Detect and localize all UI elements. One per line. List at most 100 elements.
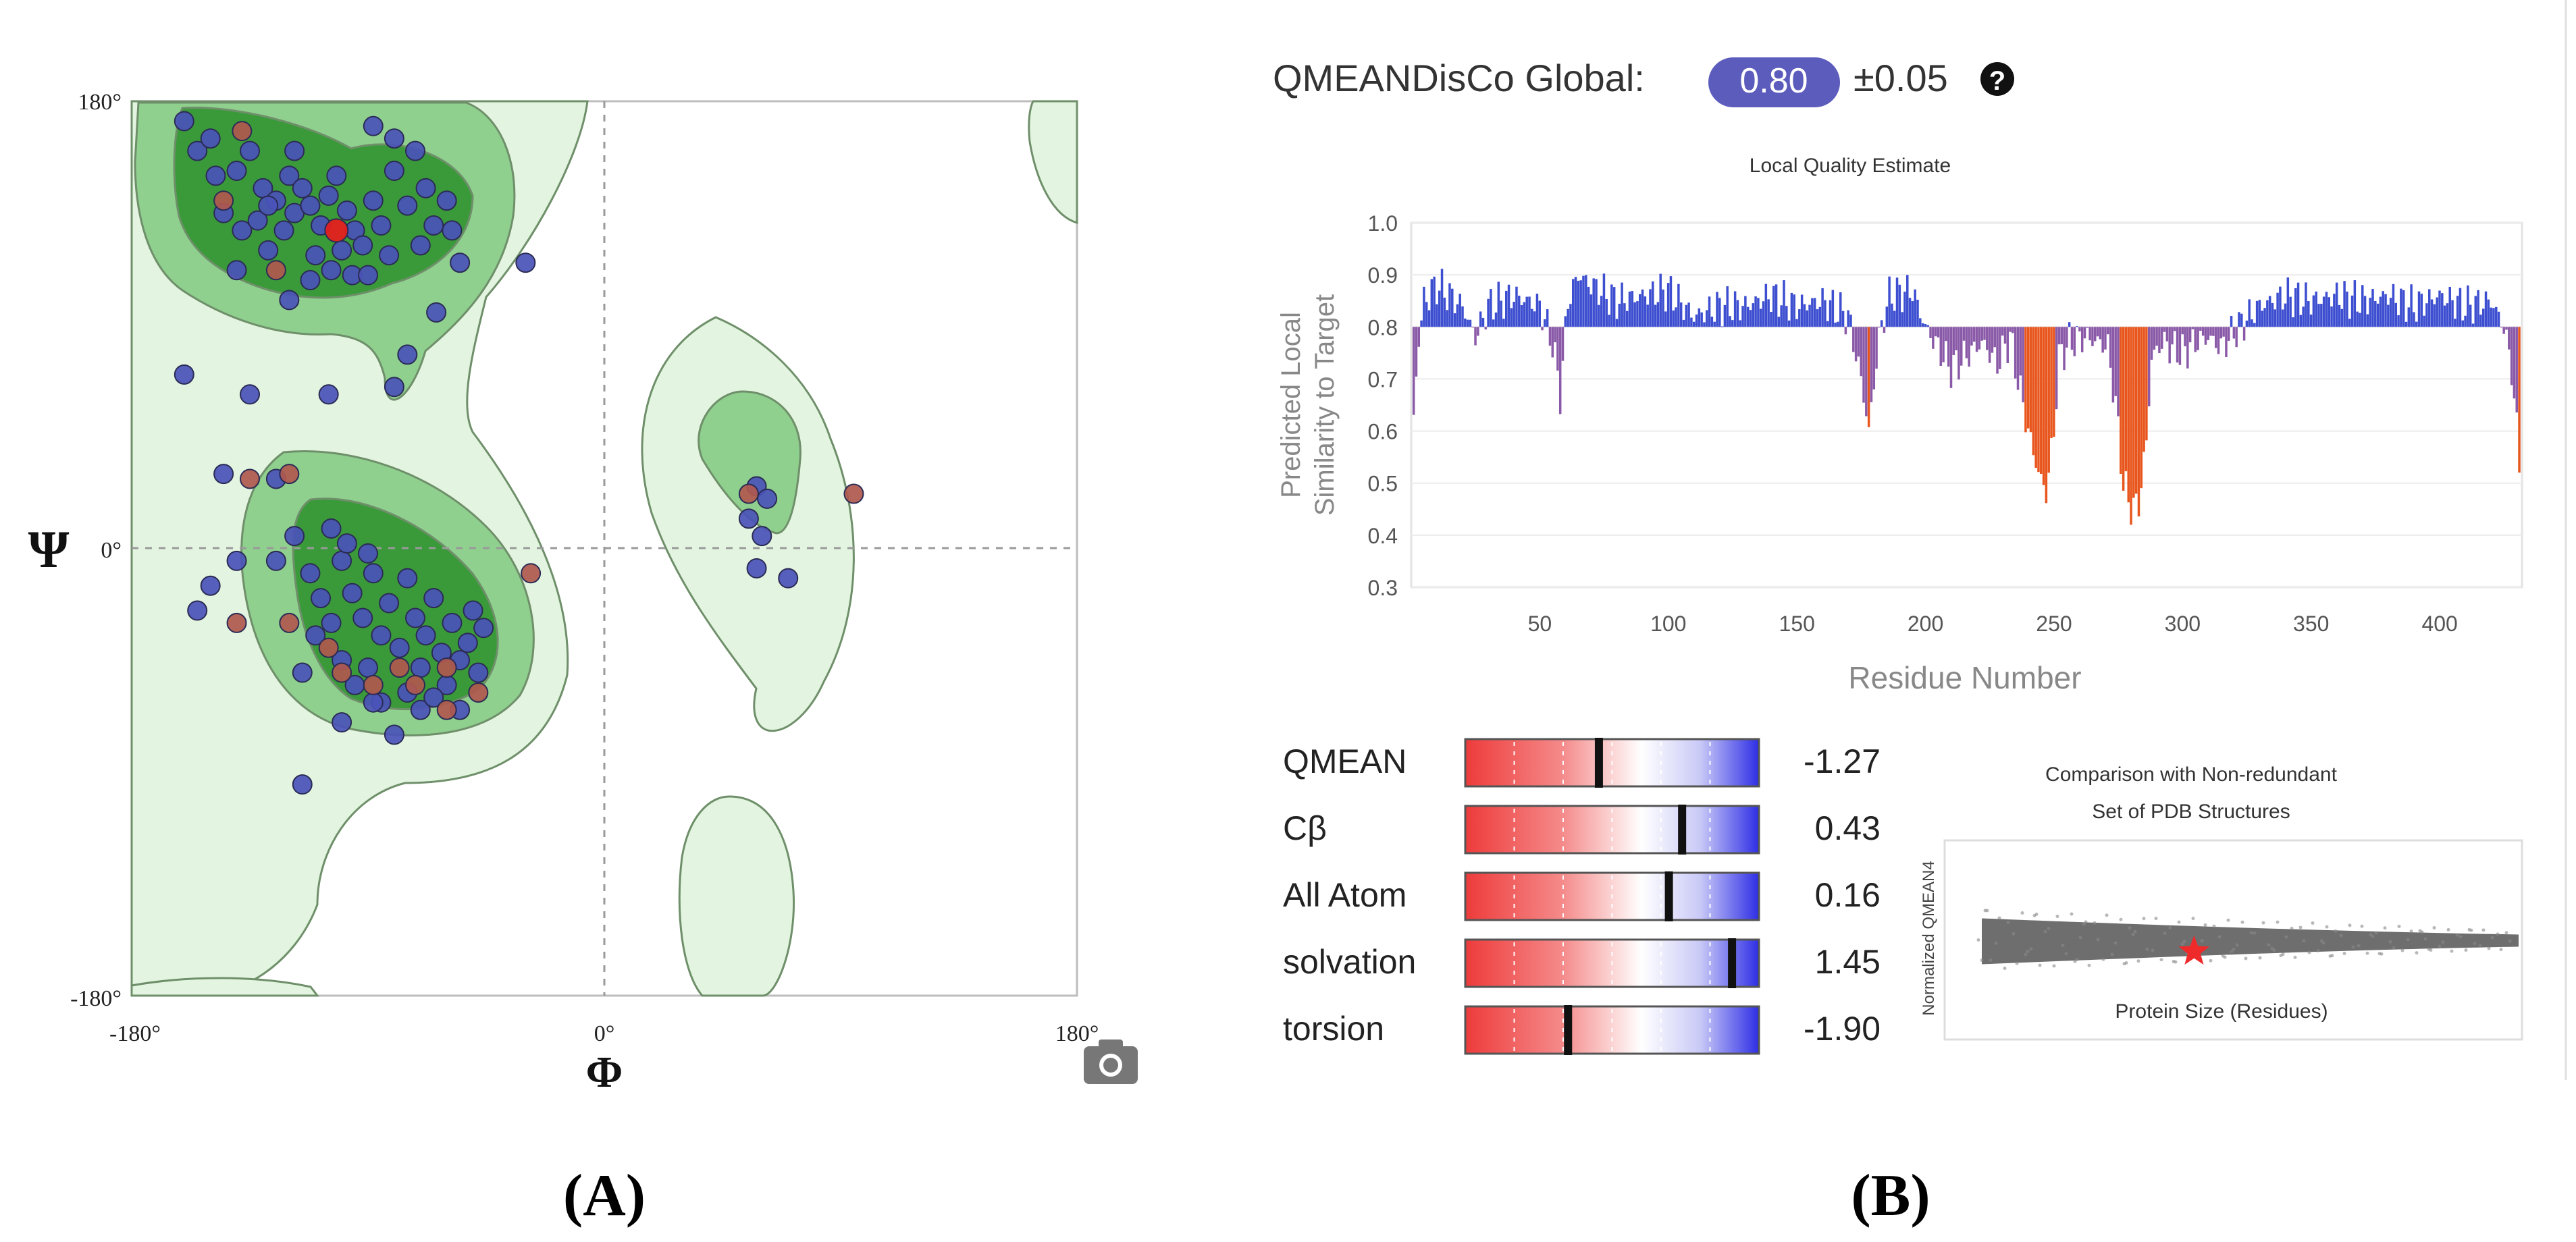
residue-bar xyxy=(1762,301,1765,327)
residue-bar xyxy=(2425,303,2428,327)
pdb-structure-point xyxy=(2360,924,2364,928)
residue-bar xyxy=(2317,304,2320,327)
residue-bar xyxy=(1826,321,1829,327)
x-tick-label: 150 xyxy=(1779,612,1814,636)
residue-bar xyxy=(2479,315,2482,327)
residue-bar xyxy=(1492,319,1495,327)
pdb-structure-point xyxy=(2409,929,2413,934)
residue-bar xyxy=(2150,327,2153,360)
residue-bar xyxy=(2436,297,2438,327)
x-tick-label-right: 180° xyxy=(1055,1021,1099,1046)
x-axis-label: Φ xyxy=(586,1048,623,1097)
pdb-structure-point xyxy=(2038,963,2042,967)
residue-bar xyxy=(2137,327,2140,517)
residue-bar xyxy=(2384,294,2387,327)
residue-bar xyxy=(2394,302,2398,327)
residue-bar xyxy=(2222,327,2225,337)
residue-point xyxy=(174,111,194,132)
residue-bar xyxy=(2153,327,2156,350)
residue-point xyxy=(258,240,279,261)
residue-point xyxy=(379,245,400,266)
residue-point xyxy=(305,245,326,266)
residue-bar xyxy=(1564,316,1567,327)
local-quality-xlabel: Residue Number xyxy=(1848,660,2081,695)
residue-bar xyxy=(1860,327,1862,377)
pdb-structure-point xyxy=(2078,936,2082,940)
residue-point xyxy=(332,712,352,733)
residue-bar xyxy=(1973,327,1976,342)
residue-bar xyxy=(2333,294,2336,327)
pdb-structure-point xyxy=(2172,959,2176,963)
residue-bar xyxy=(2037,327,2040,473)
residue-bar xyxy=(2315,291,2317,327)
pdb-structure-point xyxy=(2369,933,2373,937)
qmean-panel: QMEANDisCo Global: 0.80 ±0.05 ? Local Qu… xyxy=(1273,0,2567,1228)
camera-icon[interactable] xyxy=(1084,1040,1138,1084)
pdb-structure-point xyxy=(2087,963,2091,967)
residue-bar xyxy=(2204,327,2207,345)
residue-bar xyxy=(1417,327,1421,347)
residue-bar xyxy=(2122,327,2125,491)
residue-bar xyxy=(2158,327,2161,354)
score-marker xyxy=(1594,738,1603,788)
residue-bar xyxy=(2474,296,2477,327)
pdb-structure-point xyxy=(2151,948,2155,952)
residue-bar xyxy=(2111,327,2115,403)
pdb-structure-point xyxy=(2159,958,2163,962)
residue-bar xyxy=(1759,308,1762,327)
residue-bar xyxy=(2330,306,2333,327)
residue-point xyxy=(226,260,247,281)
pdb-structure-point xyxy=(2377,952,2382,956)
residue-bar xyxy=(1487,298,1490,327)
residue-bar xyxy=(2073,327,2076,356)
residue-bar xyxy=(2446,303,2449,327)
pdb-structure-point xyxy=(1983,909,1987,913)
residue-bar xyxy=(1523,302,1526,327)
x-tick-label: 250 xyxy=(2036,612,2072,636)
residue-point xyxy=(457,632,478,653)
y-tick-label: 0.6 xyxy=(1368,420,1398,444)
residue-bar xyxy=(2302,306,2305,327)
residue-bar xyxy=(2461,320,2465,327)
x-tick-label-left: -180° xyxy=(109,1021,161,1046)
residue-point xyxy=(321,612,342,633)
residue-bar xyxy=(2014,327,2017,379)
qmean-score-table: QMEAN -1.27 Cβ 0.43 All Atom 0.16 solvation 1.4… xyxy=(1283,738,1881,1055)
residue-bar xyxy=(2012,327,2014,333)
residue-bar xyxy=(1937,327,1940,338)
pdb-structure-point xyxy=(2073,959,2077,963)
residue-bar xyxy=(1816,309,1819,327)
pdb-structure-point xyxy=(2432,926,2436,930)
residue-point xyxy=(332,662,352,683)
residue-bar xyxy=(1983,327,1986,340)
score-value: 0.16 xyxy=(1815,876,1881,914)
residue-bar xyxy=(1477,327,1479,336)
score-row: QMEAN -1.27 xyxy=(1283,738,1881,788)
residue-bar xyxy=(1490,289,1492,327)
residue-bar xyxy=(1440,269,1444,327)
pdb-structure-point xyxy=(2397,924,2401,928)
residue-point xyxy=(200,575,221,596)
residue-bar xyxy=(2346,291,2348,327)
residue-bar xyxy=(1571,279,1575,327)
residue-bar xyxy=(1962,327,1966,341)
help-circle-icon[interactable]: ? xyxy=(1980,62,2014,96)
residue-bar xyxy=(1800,294,1804,327)
residue-bar xyxy=(2389,298,2392,327)
residue-bar xyxy=(1538,300,1541,327)
residue-point xyxy=(284,140,305,161)
residue-bar xyxy=(1999,327,2001,369)
pdb-structure-point xyxy=(2043,929,2047,934)
residue-bar xyxy=(1479,311,1482,327)
residue-bar xyxy=(2423,315,2425,327)
residue-bar xyxy=(2057,327,2061,345)
pdb-structure-point xyxy=(2348,923,2352,927)
residue-bar xyxy=(2181,327,2184,335)
residue-bar xyxy=(1803,304,1806,327)
residue-bar xyxy=(1834,322,1837,327)
residue-bar xyxy=(1736,300,1739,327)
residue-point xyxy=(232,121,253,142)
local-quality-plot-area xyxy=(1410,221,2523,589)
residue-bar xyxy=(2088,327,2091,341)
pdb-structure-point xyxy=(2131,932,2135,936)
